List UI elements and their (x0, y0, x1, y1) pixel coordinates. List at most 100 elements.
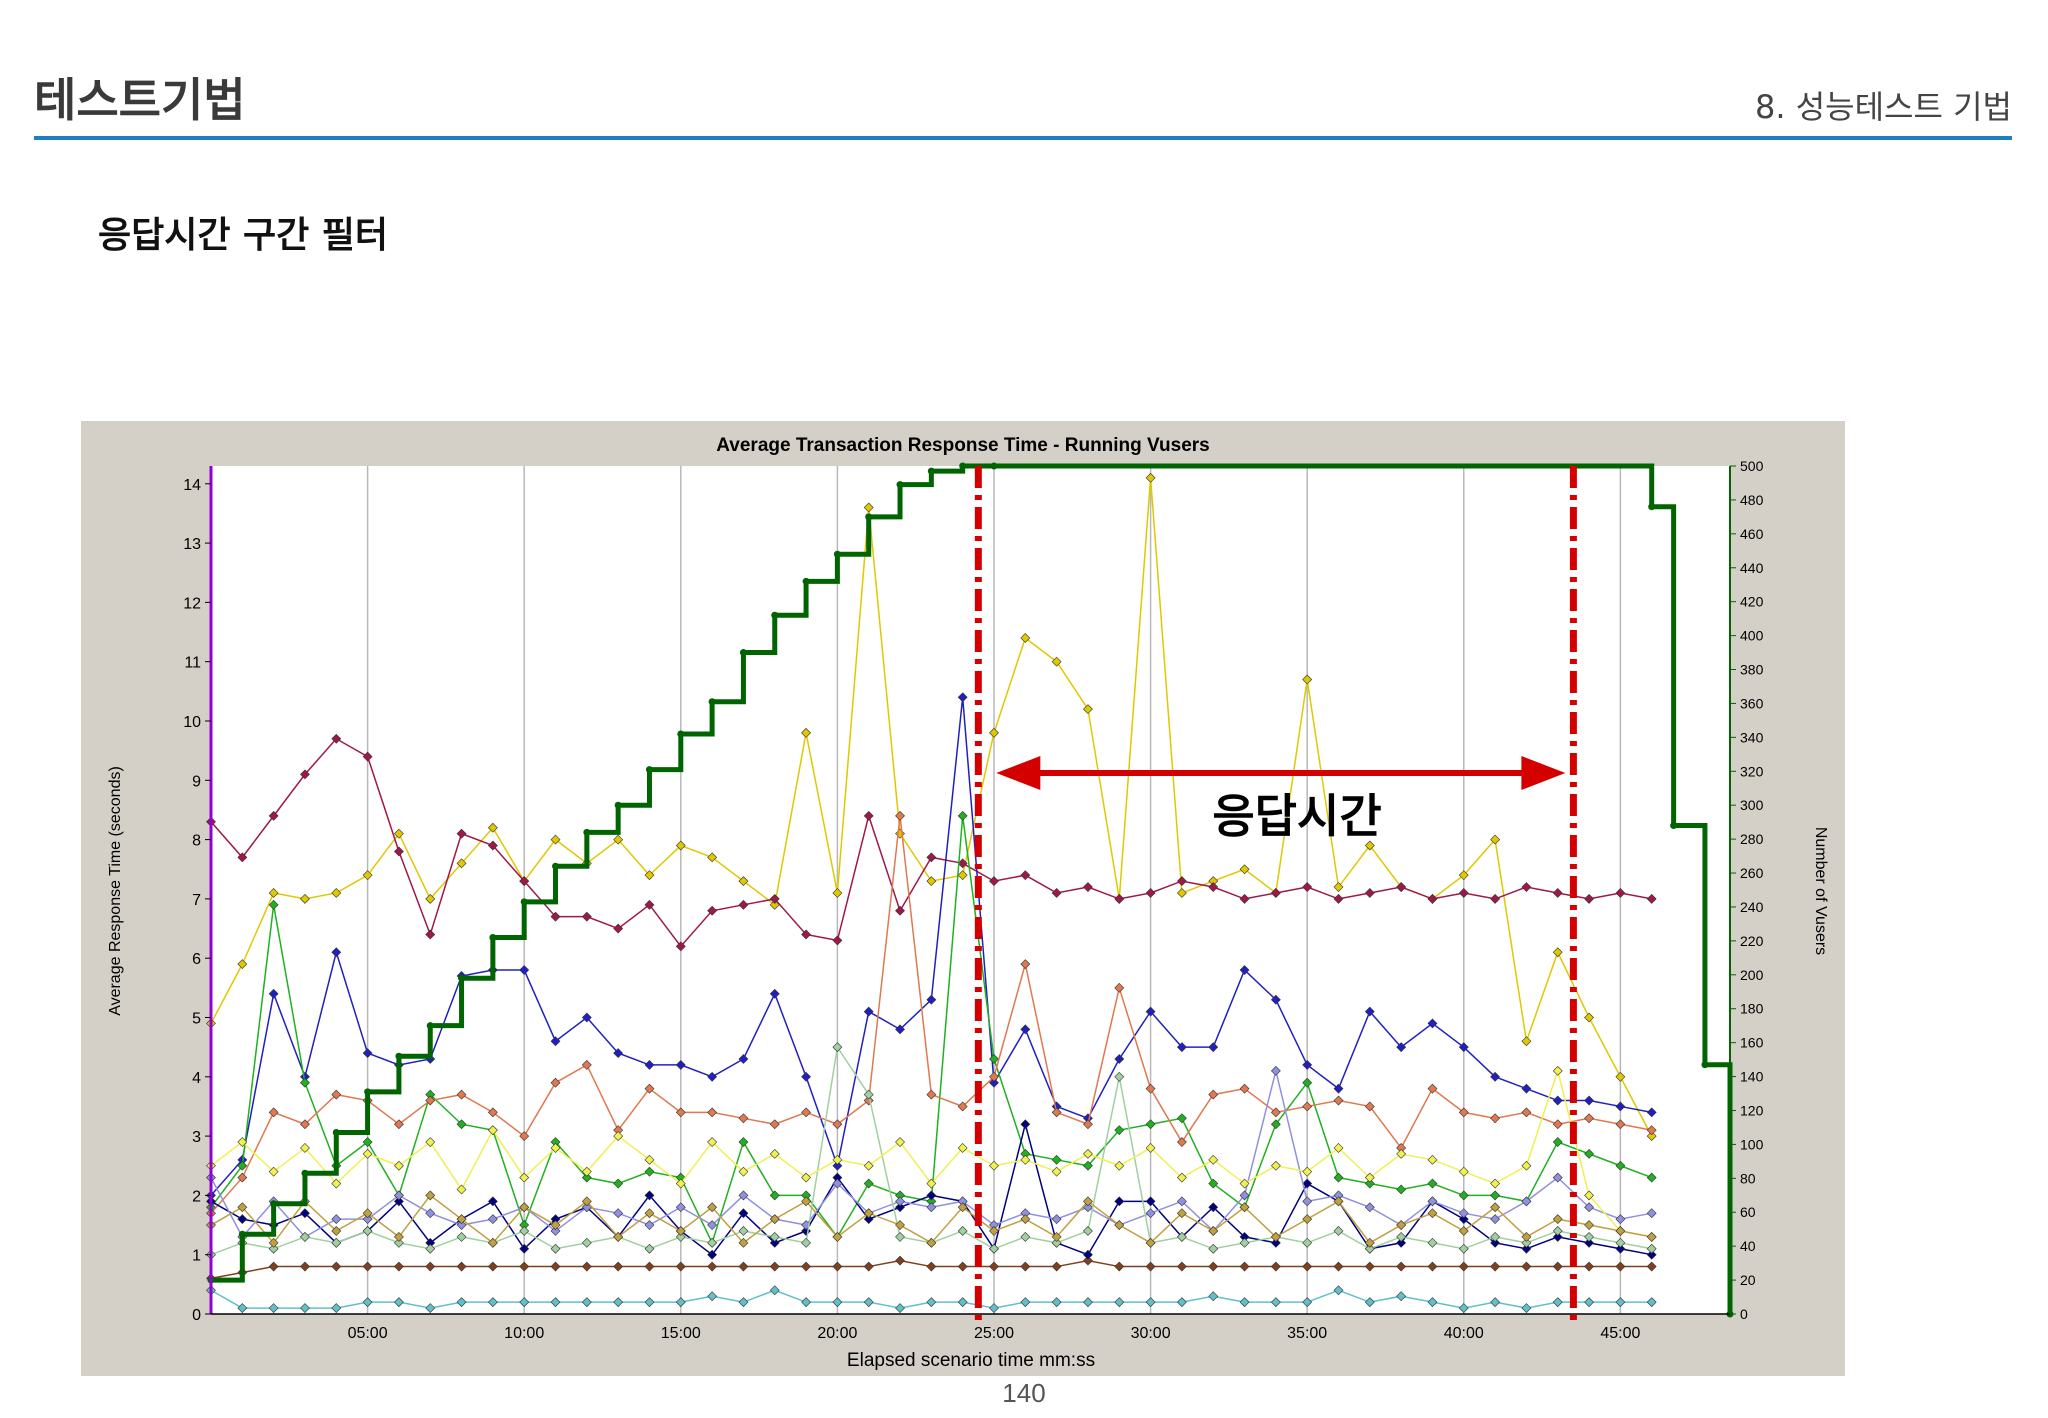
data-point (362, 1148, 373, 1159)
vusers-point (301, 1169, 309, 1177)
data-point (456, 828, 467, 839)
data-point (581, 911, 592, 922)
data-point (926, 876, 937, 887)
vusers-point (458, 974, 466, 982)
data-point (1615, 1261, 1626, 1272)
data-point (581, 1060, 592, 1070)
data-point (1615, 1071, 1626, 1082)
data-point (268, 1261, 279, 1272)
data-point (738, 876, 749, 887)
y-tick-label: 2 (192, 1188, 201, 1205)
data-point (1584, 1220, 1594, 1230)
data-point (1020, 633, 1031, 643)
data-point (1176, 1231, 1187, 1242)
y2-tick-label: 100 (1740, 1136, 1764, 1152)
data-point (1051, 888, 1062, 898)
x-tick-label: 25:00 (974, 1325, 1014, 1342)
data-point (362, 1048, 373, 1059)
data-point (738, 1237, 749, 1248)
data-point (1114, 1220, 1125, 1230)
data-point (456, 1119, 467, 1130)
data-point (300, 1208, 310, 1219)
data-point (675, 1226, 686, 1236)
data-point (1521, 1303, 1532, 1313)
data-point (1083, 1297, 1093, 1308)
data-point (957, 1261, 968, 1272)
data-point (581, 1297, 592, 1308)
data-point (1584, 1190, 1594, 1201)
data-point (801, 1237, 811, 1248)
data-point (801, 1071, 811, 1082)
data-point (957, 1226, 968, 1236)
data-point (300, 1119, 310, 1130)
data-point (863, 1208, 874, 1219)
data-point (1302, 1214, 1313, 1225)
data-point (926, 994, 937, 1005)
data-point (1302, 1077, 1313, 1088)
data-point (1114, 1125, 1125, 1136)
data-point (1270, 1231, 1281, 1242)
data-point (1239, 1261, 1250, 1272)
data-point (989, 1226, 999, 1236)
data-point (1270, 1261, 1281, 1272)
data-point (456, 1297, 467, 1308)
data-point (393, 1261, 404, 1272)
data-point (644, 870, 655, 881)
data-point (1208, 1243, 1219, 1254)
data-point (1302, 674, 1313, 685)
data-point (550, 834, 561, 845)
data-point (487, 1297, 498, 1308)
data-point (1145, 472, 1156, 483)
data-point (1114, 1071, 1125, 1082)
data-point (926, 1178, 937, 1189)
data-point (1521, 1107, 1532, 1118)
data-point (1208, 1042, 1219, 1053)
data-point (425, 1303, 436, 1313)
y2-tick-label: 340 (1740, 729, 1764, 745)
data-point (1302, 1060, 1313, 1070)
data-point (1646, 1249, 1657, 1260)
y2-tick-label: 120 (1740, 1102, 1764, 1118)
data-point (957, 1101, 968, 1112)
data-point (675, 1261, 686, 1272)
data-point (1176, 1172, 1187, 1183)
data-point (456, 1089, 467, 1100)
data-point (550, 911, 561, 922)
data-point (1020, 959, 1031, 970)
data-point (331, 1178, 342, 1189)
data-point (519, 1243, 530, 1254)
data-point (895, 1255, 905, 1266)
data-point (1552, 888, 1563, 898)
data-point (1458, 1208, 1469, 1219)
y-tick-label: 5 (192, 1010, 201, 1027)
data-point (1083, 1148, 1093, 1159)
data-point (487, 822, 498, 833)
y-tick-label: 11 (184, 655, 201, 672)
data-point (926, 1261, 937, 1272)
data-point (1333, 882, 1344, 892)
data-point (769, 893, 780, 904)
data-point (550, 1297, 561, 1308)
data-point (1552, 1172, 1563, 1183)
data-point (1521, 1237, 1532, 1248)
data-point (1020, 1297, 1031, 1308)
data-point (487, 1214, 498, 1225)
data-point (738, 1208, 749, 1219)
data-point (268, 1166, 279, 1177)
data-point (1051, 1166, 1062, 1177)
vusers-point (489, 933, 497, 941)
data-point (1333, 1196, 1344, 1207)
data-point (1521, 1243, 1532, 1254)
y2-tick-label: 300 (1740, 797, 1764, 813)
data-point (613, 923, 624, 934)
data-point (1051, 1107, 1062, 1118)
data-point (1083, 1226, 1093, 1236)
data-point (769, 1214, 780, 1225)
header-divider (34, 136, 2012, 140)
data-point (1364, 1237, 1375, 1248)
y2-tick-label: 420 (1740, 594, 1764, 610)
chart-svg: Average Transaction Response Time - Runn… (107, 435, 1829, 1371)
data-point (1364, 1172, 1375, 1183)
data-point (519, 1261, 530, 1272)
data-point (832, 888, 843, 898)
